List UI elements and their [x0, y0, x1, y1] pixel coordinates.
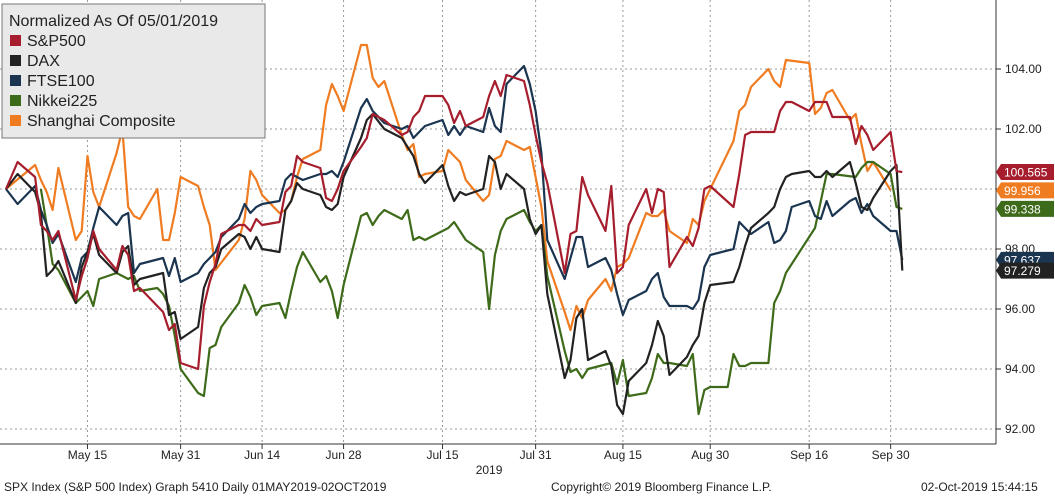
legend-label: Nikkei225: [27, 93, 97, 110]
series-line-s-p500: [4, 73, 903, 371]
x-tick-label: Sep 16: [790, 448, 828, 462]
y-tick-label: 92.00: [1005, 422, 1035, 436]
x-tick-label: Jun 28: [326, 448, 362, 462]
legend-label: FTSE100: [27, 73, 95, 90]
last-value-tag: [996, 262, 1054, 279]
x-tick-label: May 15: [68, 448, 108, 462]
legend-swatch: [10, 75, 21, 86]
last-value-label: 100.565: [1004, 166, 1048, 180]
series-line-nikkei225: [39, 160, 903, 416]
last-value-tag: [996, 182, 1054, 199]
legend-swatch: [10, 55, 21, 66]
legend-label: DAX: [27, 53, 60, 70]
series-line-ftse100: [5, 64, 904, 317]
last-value-tag: [996, 200, 1054, 217]
x-axis-year-label: 2019: [476, 463, 503, 477]
legend-swatch: [10, 115, 21, 126]
legend-swatch: [10, 35, 21, 46]
footer-copyright: Copyright© 2019 Bloomberg Finance L.P.: [551, 480, 772, 494]
legend-box: [1, 3, 266, 139]
series-line-dax: [5, 112, 904, 416]
y-tick-label: 102.00: [1005, 122, 1042, 136]
legend-items: S&P500 DAX FTSE100 Nikkei225 Shanghai Compos…: [10, 33, 176, 130]
series-lines: [4, 43, 904, 416]
legend-label: S&P500: [27, 33, 86, 50]
x-tick-label: Jun 14: [244, 448, 280, 462]
y-tick-label: 104.00: [1005, 62, 1042, 76]
legend-label: Shanghai Composite: [27, 113, 176, 130]
x-tick-label: Jul 31: [520, 448, 552, 462]
legend: Normalized As Of 05/01/2019 S&P500 DAX FTS…: [1, 3, 266, 139]
last-value-label: 99.338: [1004, 202, 1041, 216]
last-value-label: 99.956: [1004, 184, 1041, 198]
x-tick-label: Aug 15: [604, 448, 642, 462]
x-tick-label: May 31: [161, 448, 201, 462]
x-grid: [86, 0, 892, 444]
last-value-tag: [996, 164, 1054, 181]
x-tick-label: Aug 30: [691, 448, 729, 462]
footer-source: SPX Index (S&P 500 Index) Graph 5410 Dai…: [4, 480, 387, 494]
x-tick-labels: May 15 May 31 Jun 14 Jun 28 Jul 15 Jul 31 Aug …: [68, 444, 910, 462]
y-tick-label: 94.00: [1005, 362, 1035, 376]
legend-title: Normalized As Of 05/01/2019: [9, 13, 218, 30]
x-tick-label: Sep 30: [872, 448, 910, 462]
x-tick-label: Jul 15: [426, 448, 458, 462]
series-line-shanghai-composite: [5, 43, 892, 332]
last-value-label: 97.279: [1004, 264, 1041, 278]
y-tick-label: 96.00: [1005, 302, 1035, 316]
legend-swatch: [10, 95, 21, 106]
footer-timestamp: 02-Oct-2019 15:44:15: [921, 480, 1038, 494]
